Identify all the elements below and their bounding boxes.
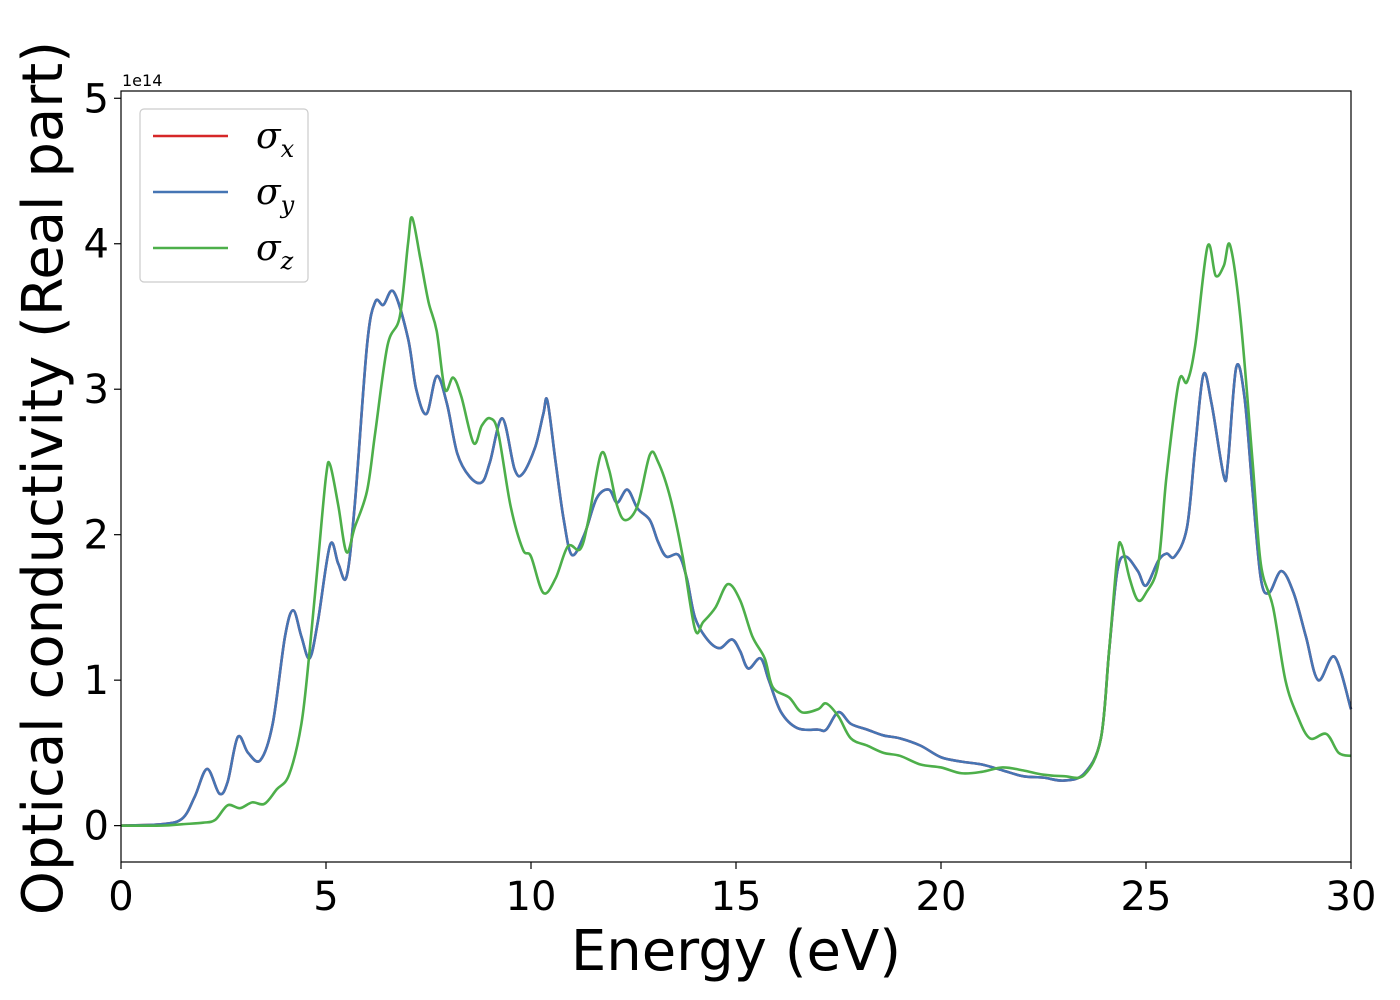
legend-symbol: σ [256,228,282,269]
legend-subscript: x [281,135,295,163]
y-tick-label: 4 [84,222,109,268]
series-line-z [120,216,1352,828]
legend-symbol: σ [256,172,282,213]
x-tick-label: 30 [1326,874,1377,920]
x-tick-label: 5 [313,874,338,920]
x-tick-label: 15 [711,874,762,920]
legend-symbol: σ [256,116,282,157]
x-tick-label: 10 [506,874,557,920]
y-axis-ticks: 0 1 2 3 4 5 [84,76,121,850]
legend-box [139,108,309,283]
x-axis-label: Energy (eV) [571,919,901,984]
series-layer [120,216,1353,828]
x-axis-ticks: 0 5 10 15 20 25 30 [108,862,1376,920]
y-tick-label: 0 [84,804,109,850]
legend-label-y: σy [256,172,295,219]
y-tick-label: 2 [84,513,109,559]
legend-subscript: z [280,247,294,275]
legend-label-z: σz [256,228,294,275]
x-tick-label: 25 [1121,874,1172,920]
y-tick-label: 1 [84,658,109,704]
y-axis-label: Optical conductivity (Real part) [11,41,76,915]
x-tick-label: 0 [108,874,133,920]
legend-subscript: y [280,191,295,219]
y-axis-offset-label: 1e14 [122,71,162,90]
x-tick-label: 20 [916,874,967,920]
y-tick-label: 3 [84,367,109,413]
legend-label-x: σx [256,116,295,163]
y-tick-label: 5 [84,76,109,122]
